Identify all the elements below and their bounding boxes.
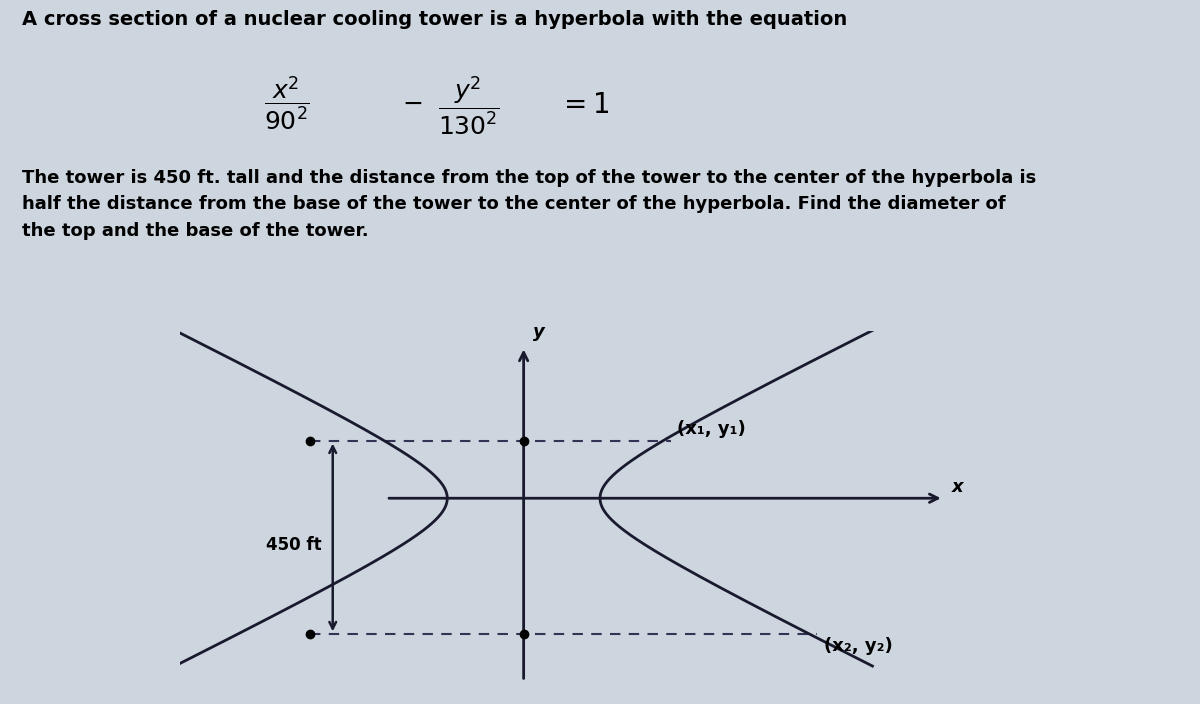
- Text: The tower is 450 ft. tall and the distance from the top of the tower to the cent: The tower is 450 ft. tall and the distan…: [22, 169, 1036, 240]
- Text: (x₁, y₁): (x₁, y₁): [677, 420, 745, 438]
- Text: 450 ft: 450 ft: [265, 536, 322, 554]
- Text: (x₂, y₂): (x₂, y₂): [823, 637, 893, 655]
- Text: $= 1$: $= 1$: [558, 92, 610, 119]
- Text: A cross section of a nuclear cooling tower is a hyperbola with the equation: A cross section of a nuclear cooling tow…: [22, 10, 847, 29]
- Text: $-$: $-$: [402, 92, 422, 115]
- Text: x: x: [952, 477, 962, 496]
- Text: $\dfrac{x^2}{90^2}$: $\dfrac{x^2}{90^2}$: [264, 75, 310, 132]
- Text: y: y: [533, 323, 545, 341]
- Text: $\dfrac{y^2}{130^2}$: $\dfrac{y^2}{130^2}$: [438, 75, 499, 137]
